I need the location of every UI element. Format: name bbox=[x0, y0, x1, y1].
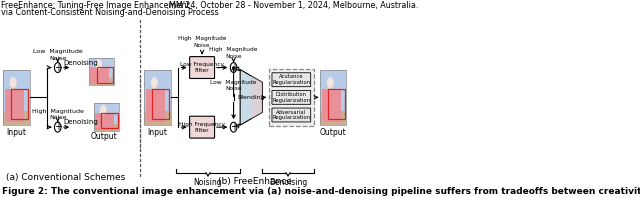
Text: Low  Magnitude
Noise: Low Magnitude Noise bbox=[211, 80, 257, 91]
Polygon shape bbox=[252, 76, 262, 119]
Bar bbox=[89, 78, 114, 85]
Text: via Content-Consistent Noising-and-Denoising Process: via Content-Consistent Noising-and-Denoi… bbox=[1, 8, 219, 17]
Text: FreeEnhance: Tuning-Free Image Enhancement: FreeEnhance: Tuning-Free Image Enhanceme… bbox=[1, 1, 190, 10]
Bar bbox=[145, 70, 171, 125]
Text: High Frequency
Filter: High Frequency Filter bbox=[179, 122, 225, 133]
FancyBboxPatch shape bbox=[269, 69, 314, 126]
Text: MM’24, October 28 - November 1, 2024, Melbourne, Australia.: MM’24, October 28 - November 1, 2024, Me… bbox=[169, 1, 419, 10]
Text: High  Magnitude
Noise: High Magnitude Noise bbox=[209, 47, 258, 59]
Text: Output: Output bbox=[320, 128, 347, 137]
Text: Input: Input bbox=[6, 128, 26, 137]
Text: (a) Conventional Schemes: (a) Conventional Schemes bbox=[6, 173, 125, 182]
Circle shape bbox=[100, 105, 106, 114]
Circle shape bbox=[327, 77, 333, 87]
FancyBboxPatch shape bbox=[272, 90, 310, 104]
Circle shape bbox=[10, 77, 17, 87]
Bar bbox=[320, 111, 346, 125]
Polygon shape bbox=[240, 69, 262, 125]
Text: Input: Input bbox=[147, 128, 168, 137]
Text: High  Magnitude
Noise: High Magnitude Noise bbox=[178, 36, 227, 48]
Text: Noising: Noising bbox=[194, 178, 222, 187]
FancyBboxPatch shape bbox=[189, 116, 214, 138]
Bar bbox=[89, 58, 114, 85]
Text: Output: Output bbox=[91, 132, 117, 141]
Bar bbox=[3, 111, 29, 125]
Bar bbox=[4, 89, 24, 122]
Text: (b) FreeEnhance: (b) FreeEnhance bbox=[218, 177, 291, 186]
Bar bbox=[3, 70, 29, 125]
FancyBboxPatch shape bbox=[272, 73, 310, 87]
Bar bbox=[320, 70, 346, 125]
Text: Distribution
Regularization: Distribution Regularization bbox=[273, 92, 310, 103]
Bar bbox=[152, 89, 170, 119]
FancyBboxPatch shape bbox=[189, 57, 214, 78]
Bar bbox=[146, 89, 165, 122]
Bar bbox=[328, 89, 345, 119]
Bar bbox=[145, 111, 171, 125]
Bar bbox=[94, 103, 119, 131]
FancyBboxPatch shape bbox=[272, 108, 310, 122]
Bar bbox=[11, 89, 28, 119]
Bar bbox=[94, 124, 119, 131]
Bar bbox=[145, 70, 171, 125]
Bar bbox=[94, 103, 119, 131]
Bar bbox=[95, 113, 114, 130]
Circle shape bbox=[10, 79, 17, 89]
Text: Acutance
Regularization: Acutance Regularization bbox=[273, 74, 310, 85]
Circle shape bbox=[100, 105, 106, 115]
Bar bbox=[101, 113, 118, 128]
Bar bbox=[90, 67, 109, 84]
Text: Figure 2: The conventional image enhancement via (a) noise-and-denoising pipelin: Figure 2: The conventional image enhance… bbox=[2, 187, 640, 196]
Text: Low  Magnitude
Noise: Low Magnitude Noise bbox=[33, 49, 83, 61]
Circle shape bbox=[95, 60, 102, 69]
Circle shape bbox=[151, 79, 157, 89]
Text: Denoising: Denoising bbox=[63, 119, 98, 125]
Bar bbox=[3, 70, 29, 125]
Bar bbox=[321, 89, 341, 122]
Circle shape bbox=[327, 79, 333, 89]
Text: Denoising: Denoising bbox=[269, 178, 307, 187]
Text: +: + bbox=[54, 122, 61, 132]
Text: Adversarial
Regularization: Adversarial Regularization bbox=[273, 109, 310, 120]
Text: Denoising: Denoising bbox=[63, 60, 98, 66]
Text: +: + bbox=[230, 63, 237, 72]
Text: +: + bbox=[54, 63, 61, 72]
Text: +: + bbox=[230, 122, 237, 132]
Circle shape bbox=[95, 59, 102, 69]
Bar bbox=[97, 67, 113, 83]
Circle shape bbox=[151, 77, 157, 87]
Text: Low Frequency
Filter: Low Frequency Filter bbox=[180, 62, 224, 73]
Bar bbox=[320, 70, 346, 125]
Text: High  Magnitude
Noise: High Magnitude Noise bbox=[32, 109, 84, 120]
Text: Blending: Blending bbox=[237, 95, 265, 100]
Bar bbox=[89, 58, 114, 85]
